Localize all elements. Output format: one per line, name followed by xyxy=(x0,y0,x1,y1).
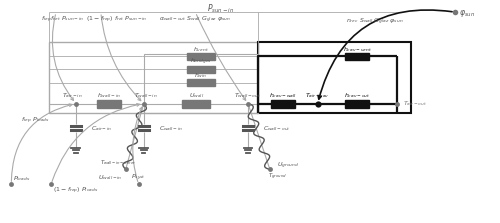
Text: $n_{rec}\ S_{wall}\ G_{glaz}\ \varphi_{sun}$: $n_{rec}\ S_{wall}\ G_{glaz}\ \varphi_{s… xyxy=(346,17,403,27)
Text: $C_{air-in}$: $C_{air-in}$ xyxy=(91,124,112,133)
Text: $C_{wall-in}$: $C_{wall-in}$ xyxy=(158,124,182,133)
Text: $U_{wall-in}$: $U_{wall-in}$ xyxy=(98,173,122,182)
Text: $T_{wall-in}$: $T_{wall-in}$ xyxy=(134,91,158,100)
Text: $C_{wall-out}$: $C_{wall-out}$ xyxy=(263,124,290,133)
Text: $h_{win}$: $h_{win}$ xyxy=(194,72,207,81)
Text: $\alpha_{wall-out}\ S_{wall}\ G_{glaz}\ \varphi_{sun}$: $\alpha_{wall-out}\ S_{wall}\ G_{glaz}\ … xyxy=(160,15,232,25)
Bar xyxy=(271,100,295,107)
Text: $P_{loads}$: $P_{loads}$ xyxy=(14,174,30,183)
FancyArrowPatch shape xyxy=(52,15,74,100)
FancyArrowPatch shape xyxy=(318,10,452,99)
FancyArrowPatch shape xyxy=(133,107,142,182)
Text: $U_{ground}$: $U_{ground}$ xyxy=(276,160,299,171)
FancyArrowPatch shape xyxy=(12,104,72,182)
Text: $P_{sun-in}$: $P_{sun-in}$ xyxy=(206,3,234,15)
Text: $f_{rep}\ P_{loads}$: $f_{rep}\ P_{loads}$ xyxy=(22,116,50,126)
FancyArrowPatch shape xyxy=(101,15,141,101)
Bar xyxy=(187,79,214,86)
Text: $(1-f_{rep})\ P_{loads}$: $(1-f_{rep})\ P_{loads}$ xyxy=(53,186,98,196)
Text: $T_{air-cav}$: $T_{air-cav}$ xyxy=(306,91,330,100)
FancyArrowPatch shape xyxy=(52,103,140,182)
Bar xyxy=(346,100,370,107)
Text: $h_{cav-vent}$: $h_{cav-vent}$ xyxy=(343,45,372,54)
Text: $(1-f_{rep})\ f_{ret}\ P_{sun-in}$: $(1-f_{rep})\ f_{ret}\ P_{sun-in}$ xyxy=(86,15,148,25)
Text: $T_{ground}$: $T_{ground}$ xyxy=(268,172,287,182)
Bar xyxy=(182,100,210,107)
Bar xyxy=(346,53,370,60)
Bar xyxy=(258,42,411,114)
Text: $h_{wall-in}$: $h_{wall-in}$ xyxy=(97,91,120,100)
Bar xyxy=(97,100,120,107)
Bar xyxy=(187,53,214,60)
Bar xyxy=(187,66,214,72)
Text: $h_{bridges}$: $h_{bridges}$ xyxy=(190,57,212,67)
Bar xyxy=(144,54,258,114)
Text: $T_{air-out}$: $T_{air-out}$ xyxy=(403,99,427,108)
Text: $h_{cav-wall}$: $h_{cav-wall}$ xyxy=(269,91,296,100)
Bar xyxy=(49,42,258,114)
FancyArrowPatch shape xyxy=(196,15,246,100)
Text: $U_{wall}$: $U_{wall}$ xyxy=(188,91,204,100)
Text: $f_{rep} f_{ret}\ P_{sun-in}$: $f_{rep} f_{ret}\ P_{sun-in}$ xyxy=(41,15,84,25)
Text: $T_{wall-out}$: $T_{wall-out}$ xyxy=(234,91,262,100)
Text: $\varphi_{sun}$: $\varphi_{sun}$ xyxy=(458,8,475,19)
Text: $P_{syst}$: $P_{syst}$ xyxy=(131,173,146,184)
Text: $T_{air-in}$: $T_{air-in}$ xyxy=(62,91,82,100)
Text: $h_{cav-out}$: $h_{cav-out}$ xyxy=(344,91,370,100)
Text: $h_{vent}$: $h_{vent}$ xyxy=(193,45,208,54)
Text: $T_{wall-in-other}$: $T_{wall-in-other}$ xyxy=(100,158,136,167)
